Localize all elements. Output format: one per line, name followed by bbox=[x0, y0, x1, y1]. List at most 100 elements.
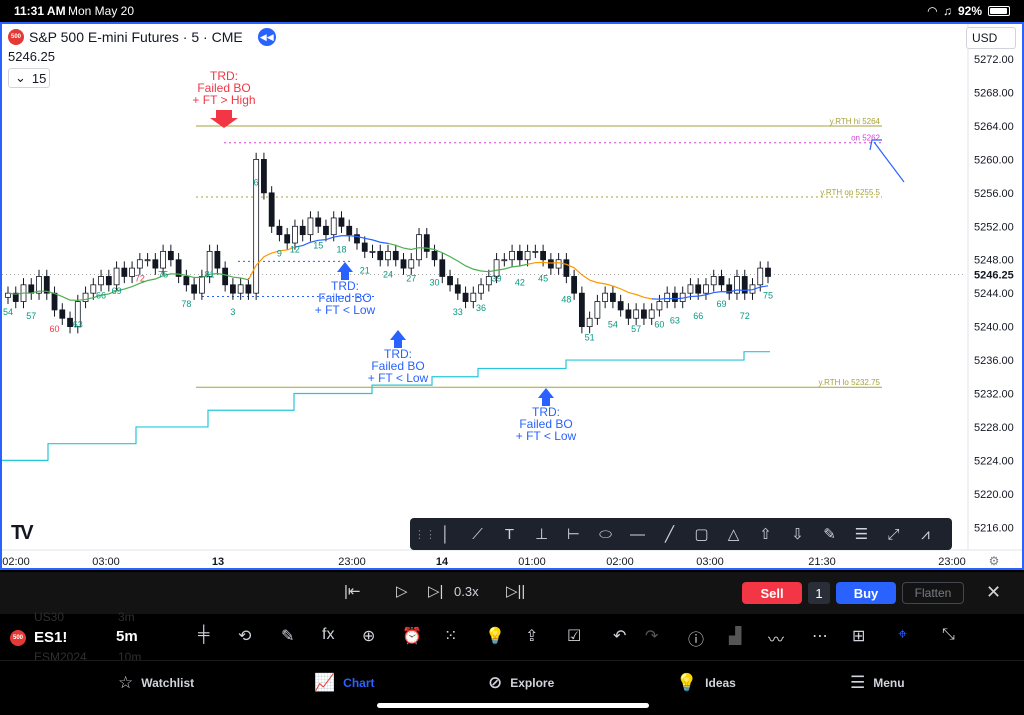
sell-button[interactable]: Sell bbox=[742, 582, 802, 604]
candle-body bbox=[206, 250, 213, 277]
price-chart[interactable]: 5272.00 5268.00 5264.00 5260.00 5256.00 5252.… bbox=[2, 24, 1022, 568]
legend-last-price: 5246.25 bbox=[8, 49, 55, 64]
price-tick-label: 5260.00 bbox=[974, 154, 1014, 166]
tab-menu[interactable]: ☰ Menu bbox=[850, 673, 905, 693]
tab-explore[interactable]: ⊘ Explore bbox=[488, 673, 554, 693]
add-icon[interactable]: ⊕ bbox=[362, 628, 376, 645]
candle-body bbox=[726, 284, 733, 294]
trailing-stop-line bbox=[2, 351, 770, 461]
candle-style-icon[interactable]: ╪ bbox=[198, 626, 210, 643]
symbol-name: ES1! bbox=[34, 629, 68, 646]
bar-number-label: 24 bbox=[383, 269, 393, 279]
reference-line-label: y.RTH op 5255.5 bbox=[820, 188, 880, 197]
play-icon[interactable]: ▷ bbox=[396, 583, 408, 600]
bar-number-label: 66 bbox=[693, 311, 703, 321]
pencil-icon[interactable]: ✎ bbox=[281, 628, 295, 645]
bar-number-label: 42 bbox=[515, 278, 525, 288]
quantity-field[interactable]: 1 bbox=[808, 582, 830, 604]
fullscreen-icon[interactable]: ⤡ bbox=[942, 626, 955, 643]
checklist-icon[interactable]: ☑ bbox=[567, 628, 582, 645]
compass-icon: ⊘ bbox=[488, 673, 503, 692]
tab-chart[interactable]: 📈 Chart bbox=[314, 673, 375, 693]
candle-body bbox=[268, 192, 275, 227]
lightbulb-icon: 💡 bbox=[676, 673, 698, 692]
jump-to-start-icon[interactable]: |⇤ bbox=[344, 583, 361, 600]
line-icon[interactable]: ╱ bbox=[664, 526, 675, 543]
indicator-collapse-toggle[interactable]: ⌄ 15 bbox=[8, 68, 50, 88]
home-indicator[interactable] bbox=[377, 703, 649, 708]
arrow-up-icon[interactable]: ⇧ bbox=[759, 526, 772, 543]
candle-body bbox=[292, 225, 298, 244]
annotation-text: TRD: bbox=[384, 347, 412, 361]
flatten-button[interactable]: Flatten bbox=[902, 582, 964, 604]
layout-grid-icon[interactable]: ⁙ bbox=[444, 628, 458, 645]
price-range-icon[interactable]: ⊥ bbox=[534, 526, 549, 543]
tab-ideas[interactable]: 💡 Ideas bbox=[676, 673, 736, 693]
candle-body bbox=[36, 276, 42, 294]
brush-icon[interactable]: ✎ bbox=[823, 526, 836, 543]
status-time: 11:31 AM bbox=[14, 4, 66, 18]
indicators-icon[interactable]: fx bbox=[322, 626, 335, 643]
redo-icon[interactable]: ↷ bbox=[645, 628, 659, 645]
currency-selector[interactable]: USD bbox=[966, 27, 1016, 49]
candle-body bbox=[757, 267, 764, 286]
tab-watchlist[interactable]: ☆ Watchlist bbox=[118, 673, 194, 693]
bar-number-label: 12 bbox=[290, 244, 300, 254]
jump-to-realtime-icon[interactable]: ▷|| bbox=[506, 583, 526, 600]
rewind-icon[interactable]: ◀◀ bbox=[257, 28, 276, 46]
candle-body bbox=[524, 250, 531, 261]
bar-number-label: 6 bbox=[254, 177, 259, 187]
candle-body bbox=[82, 292, 89, 302]
tradingview-logo-icon[interactable]: TV bbox=[11, 522, 33, 544]
bar-number-label: 72 bbox=[740, 311, 750, 321]
date-range-icon[interactable]: ⊢ bbox=[566, 526, 581, 543]
candle-body bbox=[509, 250, 515, 261]
candle-body bbox=[152, 259, 159, 269]
undo-icon[interactable]: ↶ bbox=[613, 628, 627, 645]
triangle-pattern-icon[interactable]: △ bbox=[727, 526, 740, 543]
candle-body bbox=[547, 259, 554, 269]
candle-body bbox=[43, 276, 50, 294]
battery-icon bbox=[988, 6, 1010, 16]
path-icon[interactable]: ⤢ bbox=[887, 525, 900, 543]
rectangle-icon[interactable]: ▢ bbox=[694, 526, 709, 543]
time-tick-label: 02:00 bbox=[606, 556, 634, 568]
more-icon[interactable]: ⋯ bbox=[812, 628, 828, 645]
chart-panel[interactable]: 5272.00 5268.00 5264.00 5260.00 5256.00 5252.… bbox=[0, 22, 1024, 570]
arrow-down-icon[interactable]: ⇩ bbox=[791, 526, 804, 543]
text-icon[interactable]: T bbox=[504, 525, 515, 543]
fib-retracement-icon[interactable]: ☰ bbox=[854, 526, 869, 543]
replay-icon[interactable]: ⟲ bbox=[238, 628, 252, 645]
compare-icon[interactable]: 〰 bbox=[768, 632, 785, 649]
candle-body bbox=[695, 284, 702, 294]
lightbulb-icon[interactable]: 💡 bbox=[485, 628, 505, 645]
symbol-search-button[interactable]: 500 ES1! bbox=[10, 629, 67, 646]
share-icon[interactable]: ⇪ bbox=[525, 628, 539, 645]
horizontal-ray-icon[interactable]: — bbox=[630, 525, 645, 543]
step-forward-icon[interactable]: ▷| bbox=[428, 583, 444, 600]
bar-number-label: 21 bbox=[360, 265, 370, 275]
ellipse-icon[interactable]: ⬭ bbox=[599, 525, 612, 543]
candle-body bbox=[276, 225, 283, 236]
interval-button[interactable]: 5m bbox=[116, 628, 138, 645]
close-replay-icon[interactable]: ✕ bbox=[986, 582, 1002, 602]
drag-handle-icon[interactable]: ⋮⋮ bbox=[414, 528, 436, 541]
buy-button[interactable]: Buy bbox=[836, 582, 896, 604]
crosshair-icon[interactable]: ⌖ bbox=[898, 626, 908, 643]
chevron-down-icon: ⌄ bbox=[15, 70, 26, 85]
candle-body bbox=[198, 276, 205, 294]
chart-title[interactable]: S&P 500 E-mini Futures · 5 · CME bbox=[29, 29, 243, 45]
vertical-line-icon[interactable]: │ bbox=[440, 525, 451, 543]
info-icon[interactable]: ⓘ bbox=[688, 632, 705, 649]
symbol-logo: 500 bbox=[8, 29, 24, 45]
candle-body bbox=[121, 267, 128, 277]
time-tick-label: 21:30 bbox=[808, 556, 836, 568]
replay-speed[interactable]: 0.3x bbox=[454, 584, 479, 599]
alarm-icon[interactable]: ⏰ bbox=[402, 628, 422, 645]
volume-bars-icon[interactable]: ▟ bbox=[729, 628, 742, 645]
bar-number-label: 81 bbox=[205, 269, 215, 279]
indicator-count: 15 bbox=[31, 70, 47, 86]
layout-icon[interactable]: ⊞ bbox=[852, 628, 866, 645]
trend-line-icon[interactable]: ⟋ bbox=[472, 525, 483, 543]
polyline-icon[interactable]: ⩘ bbox=[921, 525, 930, 543]
